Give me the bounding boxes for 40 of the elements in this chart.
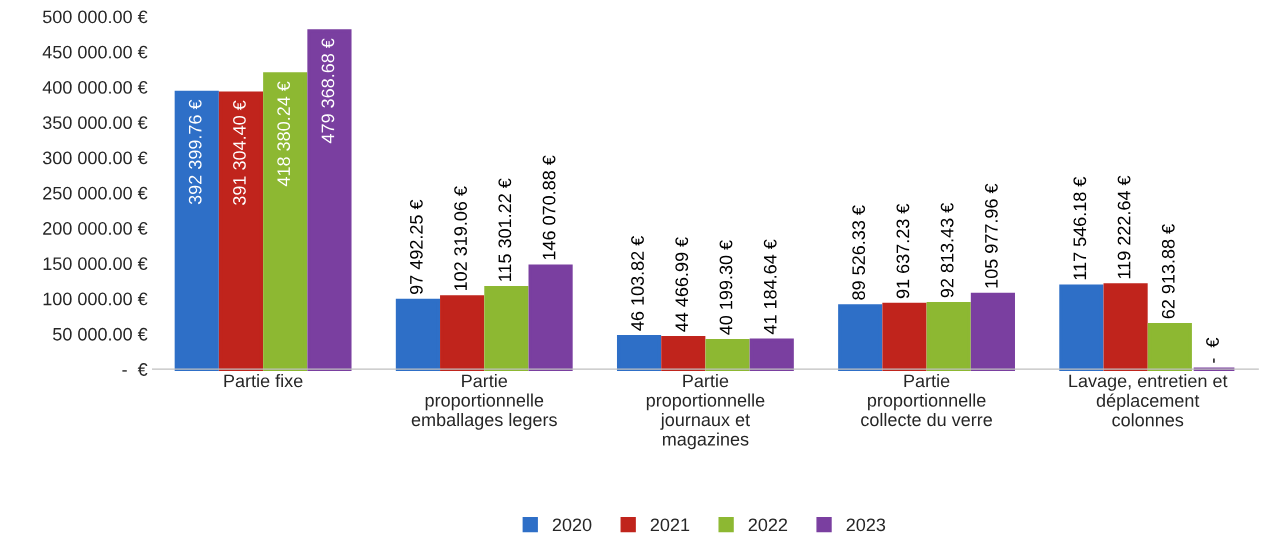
y-tick-label: 50 000.00 € <box>53 327 148 341</box>
data-label: 392 399.76 € <box>188 99 202 205</box>
x-tick-label: Partie proportionnelle journaux et magazines <box>646 374 765 450</box>
data-label: 146 070.88 € <box>542 155 556 260</box>
data-label: 117 546.18 € <box>1073 176 1087 280</box>
x-tick-label: Partie fixe <box>224 374 303 388</box>
y-tick-label: 450 000.00 € <box>42 45 148 59</box>
data-label: 92 813.43 € <box>940 203 954 298</box>
x-tick-label: Partie proportionnelle emballages legers <box>411 374 557 430</box>
data-label: 44 466.99 € <box>675 237 689 332</box>
legend-label: 2023 <box>846 518 886 532</box>
y-tick-label: 300 000.00 € <box>42 151 148 165</box>
data-label: 97 492.25 € <box>409 199 423 295</box>
data-label: 391 304.40 € <box>233 100 246 205</box>
y-tick-label: 500 000.00 € <box>42 10 148 24</box>
legend-label: 2020 <box>552 518 592 532</box>
y-tick-label: 250 000.00 € <box>43 186 148 200</box>
y-tick-label: 150 000.00 € <box>43 257 148 271</box>
legend-label: 2022 <box>748 518 788 532</box>
data-label: 479 368.68 € <box>321 38 335 144</box>
y-tick-label: 200 000.00 € <box>43 222 148 235</box>
data-label: 40 199.30 € <box>719 240 733 335</box>
y-tick-label: 400 000.00 € <box>42 80 148 94</box>
x-tick-label: Lavage, entretien et déplacement colonnes <box>1069 374 1228 427</box>
data-label: 41 184.64 € <box>763 239 777 335</box>
data-label: 89 526.33 € <box>852 205 866 300</box>
data-label: 102 319.06 € <box>454 186 467 291</box>
data-label: 115 301.22 € <box>498 178 512 281</box>
data-label: 105 977.96 € <box>984 183 998 288</box>
data-label: 119 222.64 € <box>1117 175 1131 279</box>
x-tick-label: Partie proportionnelle collecte du verre <box>861 374 992 427</box>
data-label: 62 913.88 € <box>1161 224 1175 319</box>
legend-label: 2021 <box>650 518 690 532</box>
y-tick-label: 350 000.00 € <box>42 116 148 130</box>
data-label: 46 103.82 € <box>631 235 644 331</box>
data-label: 418 380.24 € <box>277 81 291 187</box>
y-tick-label: 100 000.00 € <box>43 292 148 306</box>
data-label: - € <box>1206 337 1219 363</box>
data-label: 91 637.23 € <box>896 203 910 299</box>
y-tick-label: - € <box>122 363 148 376</box>
